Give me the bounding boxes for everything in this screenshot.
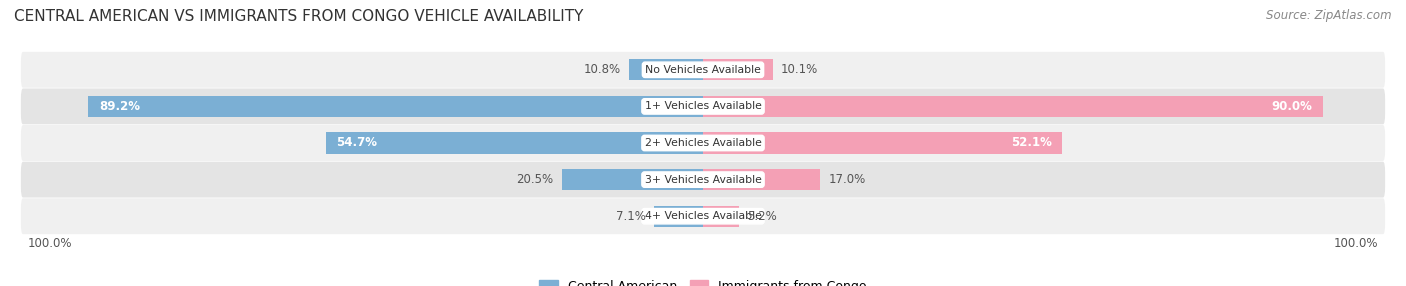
Text: 100.0%: 100.0% (1334, 237, 1378, 251)
FancyBboxPatch shape (21, 52, 1385, 88)
Text: 54.7%: 54.7% (336, 136, 377, 150)
Text: 52.1%: 52.1% (1011, 136, 1052, 150)
Text: 2+ Vehicles Available: 2+ Vehicles Available (644, 138, 762, 148)
Bar (628, 59, 703, 80)
Text: 4+ Vehicles Available: 4+ Vehicles Available (644, 211, 762, 221)
Bar (703, 96, 1323, 117)
FancyBboxPatch shape (21, 125, 1385, 161)
Text: 20.5%: 20.5% (516, 173, 554, 186)
Bar (703, 169, 820, 190)
Text: 7.1%: 7.1% (616, 210, 645, 223)
Text: 10.1%: 10.1% (780, 63, 818, 76)
FancyBboxPatch shape (21, 198, 1385, 234)
Text: Source: ZipAtlas.com: Source: ZipAtlas.com (1267, 9, 1392, 21)
Legend: Central American, Immigrants from Congo: Central American, Immigrants from Congo (534, 275, 872, 286)
Text: 90.0%: 90.0% (1272, 100, 1313, 113)
FancyBboxPatch shape (21, 88, 1385, 124)
Bar (326, 132, 703, 154)
FancyBboxPatch shape (21, 162, 1385, 198)
Bar (562, 169, 703, 190)
Text: 89.2%: 89.2% (98, 100, 139, 113)
Bar (654, 206, 703, 227)
Text: 3+ Vehicles Available: 3+ Vehicles Available (644, 175, 762, 184)
Bar (703, 132, 1062, 154)
Text: 17.0%: 17.0% (828, 173, 866, 186)
Bar (703, 206, 738, 227)
Text: 100.0%: 100.0% (28, 237, 72, 251)
Bar (703, 59, 772, 80)
Text: 1+ Vehicles Available: 1+ Vehicles Available (644, 102, 762, 111)
Text: CENTRAL AMERICAN VS IMMIGRANTS FROM CONGO VEHICLE AVAILABILITY: CENTRAL AMERICAN VS IMMIGRANTS FROM CONG… (14, 9, 583, 23)
Bar (89, 96, 703, 117)
Text: 5.2%: 5.2% (747, 210, 778, 223)
Text: 10.8%: 10.8% (583, 63, 620, 76)
Text: No Vehicles Available: No Vehicles Available (645, 65, 761, 75)
